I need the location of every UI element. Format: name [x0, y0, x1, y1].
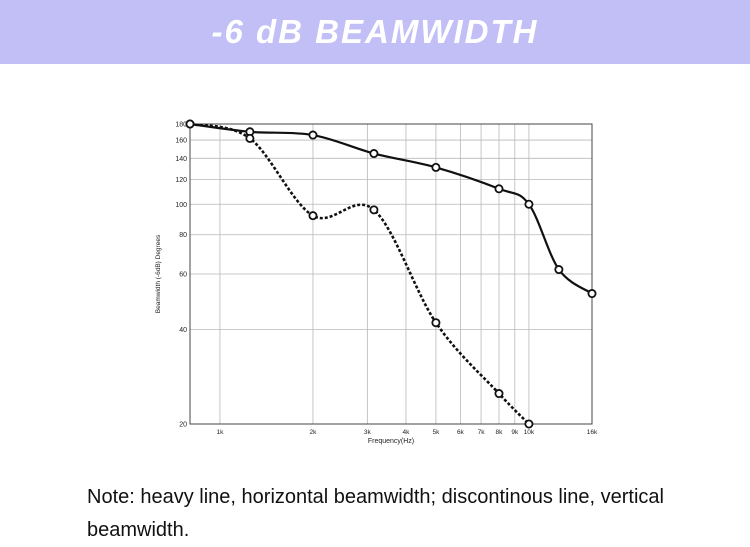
grid — [190, 123, 593, 425]
data-point — [494, 389, 504, 399]
series-horizontal-line — [189, 122, 593, 295]
series — [185, 119, 597, 429]
chart-svg: 20 40 60 80 100 120 140 160 180 1k 2k 3k 4k 5k 6k 7k 8k… — [155, 119, 598, 445]
data-point — [308, 130, 318, 140]
x-tick-label: 8k — [496, 429, 504, 436]
x-tick-label: 16k — [587, 429, 598, 436]
data-point — [587, 289, 597, 299]
x-tick-label: 1k — [217, 429, 225, 436]
data-point — [524, 419, 534, 429]
data-point — [431, 162, 441, 172]
y-tick-label: 140 — [175, 156, 187, 163]
data-point — [245, 133, 255, 143]
note-text: Note: heavy line, horizontal beamwidth; … — [87, 486, 664, 541]
plot-frame — [189, 123, 593, 425]
page-title: -6 dB BEAMWIDTH — [211, 13, 539, 50]
x-axis-label: Frequency(Hz) — [368, 438, 414, 445]
x-tick-label: 9k — [511, 429, 519, 436]
x-tick-label: 3k — [364, 429, 372, 436]
title-banner: -6 dB BEAMWIDTH — [0, 0, 750, 64]
data-point — [308, 211, 318, 221]
y-axis-label: Beamwidth (-6dB) Degrees — [155, 234, 162, 313]
y-tick-label: 100 — [175, 202, 187, 209]
data-point — [369, 149, 379, 159]
y-tick-label: 180 — [175, 122, 187, 129]
data-point — [554, 265, 564, 275]
x-tick-labels: 1k 2k 3k 4k 5k 6k 7k 8k 9k 10k 16k — [217, 429, 598, 436]
y-tick-label: 120 — [175, 177, 187, 184]
y-tick-label: 60 — [179, 272, 187, 279]
data-point — [431, 318, 441, 328]
y-tick-label: 40 — [179, 327, 187, 334]
x-tick-label: 4k — [403, 429, 411, 436]
data-point — [524, 199, 534, 209]
x-tick-label: 5k — [432, 429, 440, 436]
y-tick-label: 20 — [179, 422, 187, 429]
x-tick-label: 10k — [524, 429, 535, 436]
data-point — [494, 184, 504, 194]
x-tick-label: 2k — [310, 429, 318, 436]
x-tick-label: 6k — [457, 429, 465, 436]
y-tick-label: 160 — [175, 138, 187, 145]
x-tick-label: 7k — [478, 429, 486, 436]
y-tick-label: 80 — [179, 232, 187, 239]
data-point — [369, 205, 379, 215]
data-point — [185, 119, 195, 129]
y-tick-labels: 20 40 60 80 100 120 140 160 180 — [175, 122, 187, 429]
beamwidth-chart: 20 40 60 80 100 120 140 160 180 1k 2k 3k 4k 5k 6k 7k 8k… — [150, 100, 620, 455]
